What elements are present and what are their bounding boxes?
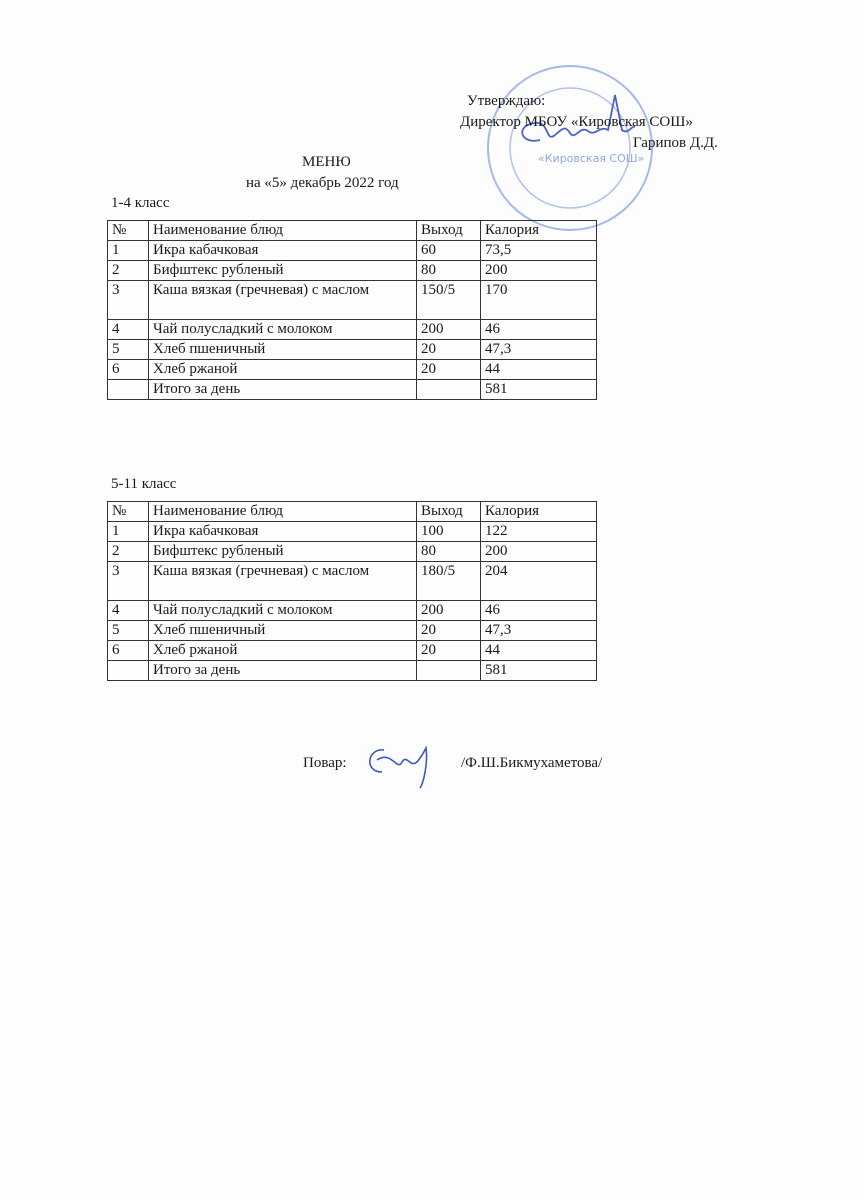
cell: 3 [107, 561, 149, 601]
table-row: 3 Каша вязкая (гречневая) с маслом 180/5 20… [107, 561, 597, 601]
table-row: 2 Бифштекс рубленый 80 200 [107, 541, 597, 562]
cell: 20 [416, 339, 481, 360]
col-yield: Выход [416, 501, 481, 522]
cell [416, 660, 481, 681]
approval-label: Утверждаю: [467, 93, 546, 109]
cell: 2 [107, 541, 149, 562]
cell: 204 [480, 561, 597, 601]
cell: 1 [107, 521, 149, 542]
cell: Чай полусладкий с молоком [148, 319, 417, 340]
table-row: 6 Хлеб ржаной 20 44 [107, 359, 597, 380]
cell: 200 [416, 600, 481, 621]
menu-table-1-4: № Наименование блюд Выход Калория 1 Икра … [107, 220, 597, 400]
group-label-1-4: 1-4 класс [111, 195, 170, 211]
cell: 200 [416, 319, 481, 340]
cell: 6 [107, 359, 149, 380]
cell: 5 [107, 339, 149, 360]
cell: 47,3 [480, 620, 597, 641]
cell [107, 660, 149, 681]
cell: Итого за день [148, 660, 417, 681]
total-row: Итого за день 581 [107, 379, 597, 400]
table-row: 3 Каша вязкая (гречневая) с маслом 150/5 17… [107, 280, 597, 320]
col-calories: Калория [480, 501, 597, 522]
table-row: 5 Хлеб пшеничный 20 47,3 [107, 620, 597, 641]
cell: Чай полусладкий с молоком [148, 600, 417, 621]
table-row: 1 Икра кабачковая 60 73,5 [107, 240, 597, 261]
cell: 200 [480, 260, 597, 281]
cell: 46 [480, 319, 597, 340]
cell: 3 [107, 280, 149, 320]
cook-label: Повар: [303, 755, 347, 771]
approval-name: Гарипов Д.Д. [633, 135, 718, 151]
cell: 20 [416, 620, 481, 641]
cell: 100 [416, 521, 481, 542]
stamp-text: «Кировская СОШ» [538, 152, 644, 165]
cell: 150/5 [416, 280, 481, 320]
cell: 180/5 [416, 561, 481, 601]
cell: 2 [107, 260, 149, 281]
table-row: 2 Бифштекс рубленый 80 200 [107, 260, 597, 281]
cell: Хлеб ржаной [148, 640, 417, 661]
group-label-5-11: 5-11 класс [111, 476, 177, 492]
cell: Хлеб пшеничный [148, 339, 417, 360]
col-yield: Выход [416, 220, 481, 241]
col-dish: Наименование блюд [148, 501, 417, 522]
cell: Хлеб пшеничный [148, 620, 417, 641]
cell: 60 [416, 240, 481, 261]
cell: 80 [416, 541, 481, 562]
cell: Икра кабачковая [148, 240, 417, 261]
cell: 80 [416, 260, 481, 281]
col-number: № [107, 220, 149, 241]
table-row: 4 Чай полусладкий с молоком 200 46 [107, 319, 597, 340]
table-row: 1 Икра кабачковая 100 122 [107, 521, 597, 542]
cell: 6 [107, 640, 149, 661]
cell: Каша вязкая (гречневая) с маслом [148, 561, 417, 601]
table-row: 5 Хлеб пшеничный 20 47,3 [107, 339, 597, 360]
menu-table-5-11: № Наименование блюд Выход Калория 1 Икра … [107, 501, 597, 681]
cell: Бифштекс рубленый [148, 260, 417, 281]
table-header: № Наименование блюд Выход Калория [107, 501, 597, 522]
cell: 46 [480, 600, 597, 621]
cell: 200 [480, 541, 597, 562]
cell: Хлеб ржаной [148, 359, 417, 380]
cell: 581 [480, 379, 597, 400]
cell: Итого за день [148, 379, 417, 400]
cell: 4 [107, 600, 149, 621]
cook-signature [369, 745, 428, 789]
col-dish: Наименование блюд [148, 220, 417, 241]
cell: 1 [107, 240, 149, 261]
cell: 4 [107, 319, 149, 340]
col-calories: Калория [480, 220, 597, 241]
cell: 44 [480, 640, 597, 661]
cell: 5 [107, 620, 149, 641]
cell: 581 [480, 660, 597, 681]
cell: 44 [480, 359, 597, 380]
director-signature [521, 94, 636, 142]
page-title: МЕНЮ [302, 154, 351, 170]
table-row: 6 Хлеб ржаной 20 44 [107, 640, 597, 661]
cell [107, 379, 149, 400]
total-row: Итого за день 581 [107, 660, 597, 681]
cell: Бифштекс рубленый [148, 541, 417, 562]
cell: 20 [416, 359, 481, 380]
page-subtitle: на «5» декабрь 2022 год [246, 175, 399, 191]
table-header: № Наименование блюд Выход Калория [107, 220, 597, 241]
cell: Каша вязкая (гречневая) с маслом [148, 280, 417, 320]
cell: 73,5 [480, 240, 597, 261]
cell: 20 [416, 640, 481, 661]
cell: 170 [480, 280, 597, 320]
cell: Икра кабачковая [148, 521, 417, 542]
col-number: № [107, 501, 149, 522]
cell: 122 [480, 521, 597, 542]
approval-position: Директор МБОУ «Кировская СОШ» [460, 114, 693, 130]
table-row: 4 Чай полусладкий с молоком 200 46 [107, 600, 597, 621]
cell [416, 379, 481, 400]
cook-name: /Ф.Ш.Бикмухаметова/ [461, 755, 603, 771]
cell: 47,3 [480, 339, 597, 360]
